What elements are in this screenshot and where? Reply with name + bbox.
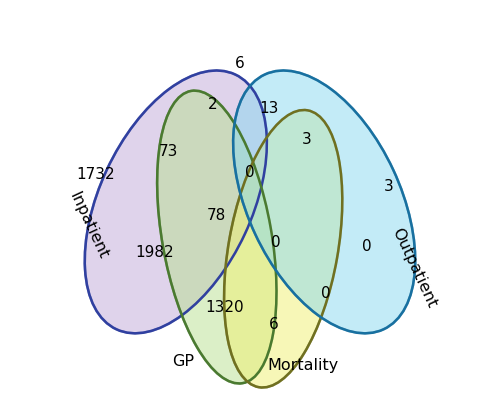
Text: 1320: 1320: [206, 300, 244, 315]
Ellipse shape: [224, 110, 342, 388]
Text: 3: 3: [302, 132, 312, 147]
Ellipse shape: [157, 91, 276, 383]
Text: 0: 0: [270, 235, 280, 250]
Text: 73: 73: [158, 144, 178, 159]
Text: 3: 3: [384, 179, 394, 194]
Text: 0: 0: [245, 165, 255, 180]
Text: 2: 2: [208, 97, 218, 112]
Text: Mortality: Mortality: [267, 358, 338, 373]
Text: 0: 0: [322, 286, 331, 301]
Text: 6: 6: [236, 56, 245, 71]
Text: 0: 0: [362, 239, 372, 254]
Text: 78: 78: [207, 208, 227, 223]
Text: Outpatient: Outpatient: [389, 226, 439, 310]
Text: 1732: 1732: [76, 167, 115, 182]
Ellipse shape: [85, 70, 267, 333]
Text: GP: GP: [172, 354, 195, 369]
Text: Inpatient: Inpatient: [66, 189, 110, 261]
Text: 6: 6: [268, 318, 278, 332]
Text: 1982: 1982: [135, 245, 173, 260]
Text: 13: 13: [259, 101, 278, 116]
Ellipse shape: [233, 70, 415, 333]
